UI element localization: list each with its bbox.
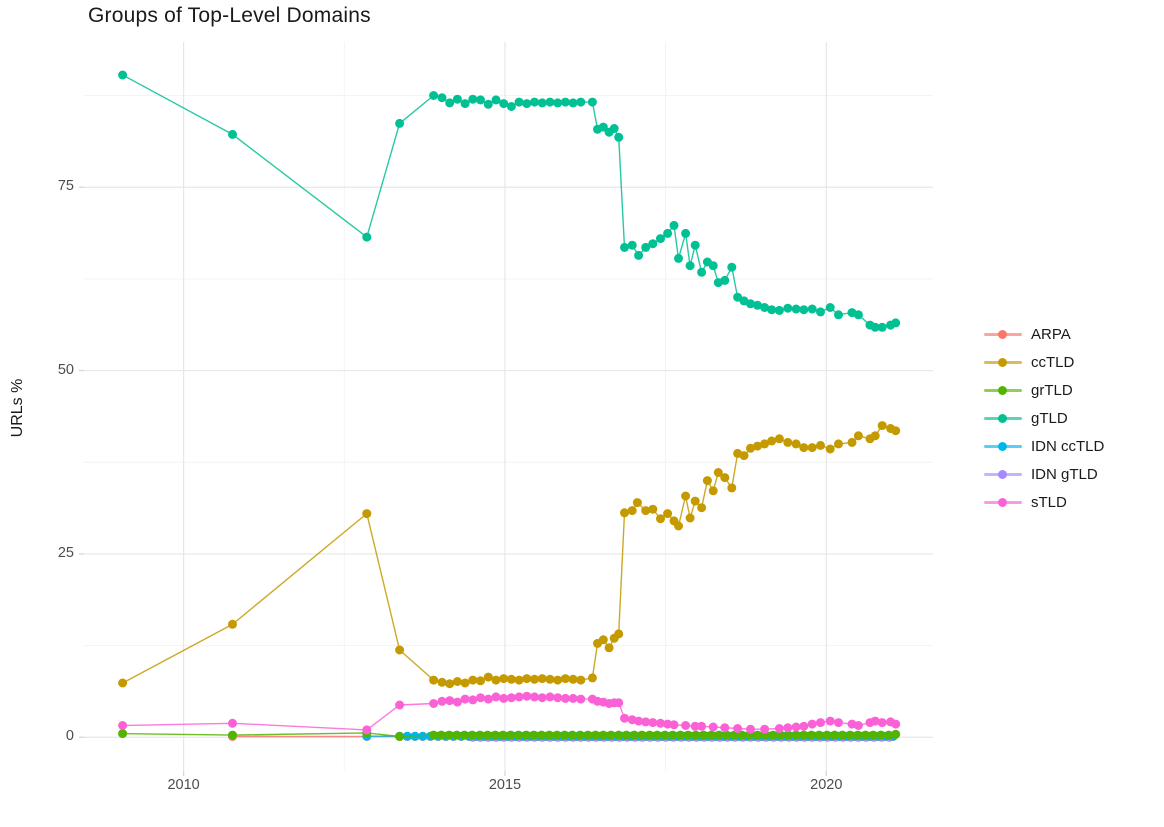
legend-key-icon — [984, 412, 1022, 424]
x-tick-label-2010: 2010 — [167, 777, 200, 793]
y-tick-label-75: 75 — [57, 178, 74, 195]
legend-key-icon — [984, 356, 1022, 368]
legend-key-dot — [998, 497, 1007, 507]
legend-key-icon — [984, 440, 1022, 452]
legend-key-dot — [998, 329, 1007, 339]
legend-label: ARPA — [1031, 325, 1071, 343]
legend-key-dot — [998, 469, 1007, 479]
legend-item-gtld: gTLD — [984, 404, 1104, 432]
legend-key-icon — [984, 328, 1022, 340]
legend-key-dot — [998, 357, 1007, 367]
legend-item-cctld: ccTLD — [984, 348, 1104, 376]
legend-key-dot — [998, 413, 1007, 423]
legend-label: grTLD — [1031, 381, 1073, 399]
chart-title: Groups of Top-Level Domains — [88, 4, 371, 27]
y-tick-label-50: 50 — [57, 361, 74, 378]
legend-label: IDN gTLD — [1031, 465, 1098, 483]
legend-key-icon — [984, 496, 1022, 508]
legend-label: gTLD — [1031, 409, 1068, 427]
legend-key-icon — [984, 384, 1022, 396]
legend-key-dot — [998, 385, 1007, 395]
legend-item-arpa: ARPA — [984, 320, 1104, 348]
legend-item-stld: sTLD — [984, 488, 1104, 516]
legend-label: sTLD — [1031, 493, 1067, 511]
legend-key-icon — [984, 468, 1022, 480]
x-tick-label-2020: 2020 — [810, 777, 843, 793]
legend-item-grtld: grTLD — [984, 376, 1104, 404]
legend-key-dot — [998, 441, 1007, 451]
y-tick-label-0: 0 — [65, 728, 74, 745]
y-tick-label-25: 25 — [57, 544, 74, 561]
legend-item-idn-cctld: IDN ccTLD — [984, 432, 1104, 460]
legend-label: ccTLD — [1031, 353, 1075, 371]
legend-label: IDN ccTLD — [1031, 437, 1105, 455]
legend-item-idn-gtld: IDN gTLD — [984, 460, 1104, 488]
legend: ARPA ccTLD grTLD gTLD IDN ccTLD IDN gTLD… — [984, 320, 1104, 516]
x-tick-label-2015: 2015 — [488, 777, 522, 793]
